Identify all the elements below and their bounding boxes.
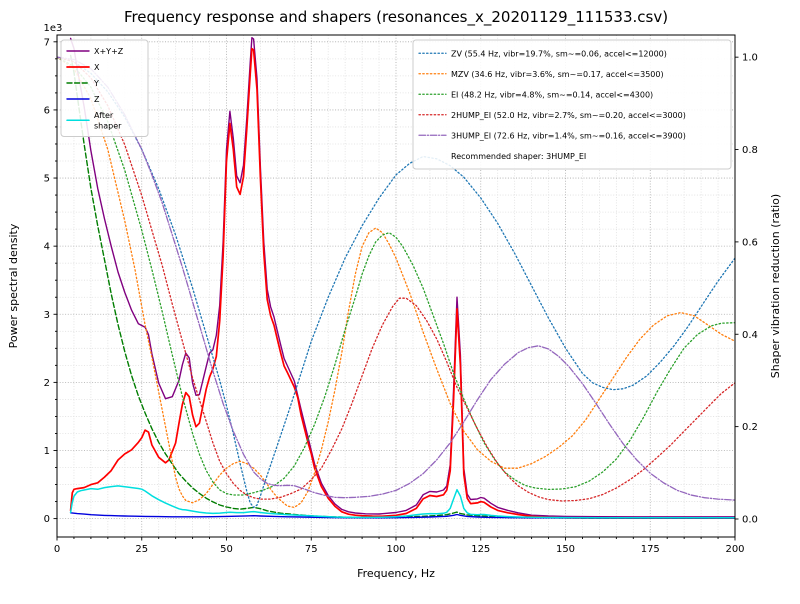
legend-label: 3HUMP_EI (72.6 Hz, vibr=1.4%, sm~=0.16, … — [451, 131, 686, 140]
psd-line-z — [69, 512, 735, 519]
shaper-line-MZV — [57, 56, 735, 509]
x-tick-label: 100 — [386, 544, 405, 555]
left-tick-label: 6 — [44, 105, 50, 116]
legend-label: shaper — [94, 122, 122, 131]
legend-label: 2HUMP_EI (52.0 Hz, vibr=2.7%, sm~=0.20, … — [451, 111, 686, 120]
legend-label: MZV (34.6 Hz, vibr=3.6%, sm~=0.17, accel… — [451, 70, 664, 79]
right-y-axis-label: Shaper vibration reduction (ratio) — [769, 194, 782, 378]
left-tick-label: 0 — [44, 514, 50, 525]
x-tick-label: 25 — [135, 544, 148, 555]
right-tick-label: 0.8 — [742, 145, 758, 156]
legend-label: Z — [94, 95, 100, 104]
psd-line-y — [69, 54, 735, 519]
right-tick-label: 1.0 — [742, 53, 758, 64]
legend-label: X — [94, 63, 100, 72]
x-tick-label: 125 — [471, 544, 490, 555]
chart-title: Frequency response and shapers (resonanc… — [124, 8, 668, 27]
shaper-legend-box — [412, 39, 732, 170]
psd-line-x — [69, 47, 735, 519]
x-tick-label: 0 — [54, 544, 60, 555]
left-y-axis-label: Power spectral density — [7, 223, 20, 348]
shaper-legend: ZV (55.4 Hz, vibr=19.7%, sm~=0.06, accel… — [412, 39, 732, 170]
legend-label: Y — [93, 79, 99, 88]
series-layer — [57, 37, 735, 519]
psd-legend-box — [60, 39, 149, 137]
left-tick-label: 3 — [44, 310, 50, 321]
x-tick-label: 200 — [725, 544, 744, 555]
shaper-line-EI — [57, 56, 735, 496]
psd-line-after_shaper — [69, 485, 735, 519]
psd-legend: X+Y+Z XYZ After shaper — [60, 39, 149, 137]
legend-label: X+Y+Z — [94, 47, 124, 56]
legend-label: EI (48.2 Hz, vibr=4.8%, sm~=0.14, accel<… — [451, 90, 653, 99]
left-tick-label: 4 — [44, 242, 50, 253]
legend-label: Recommended shaper: 3HUMP_EI — [451, 152, 586, 161]
left-tick-label: 2 — [44, 378, 50, 389]
x-tick-label: 75 — [305, 544, 318, 555]
x-tick-label: 150 — [556, 544, 575, 555]
legend-label: After — [94, 111, 114, 120]
right-tick-label: 0.4 — [742, 330, 758, 341]
shaper-line-3HUMP_EI — [57, 56, 735, 501]
x-axis-label: Frequency, Hz — [357, 567, 435, 580]
axes-layer: 0 25 50 75 100 125 150 175 200 0 1 2 3 4 5 6 7 0.0 0.2 0.4 0… — [44, 34, 758, 555]
right-tick-label: 0.6 — [742, 237, 758, 248]
left-tick-label: 5 — [44, 174, 50, 185]
left-tick-label: 7 — [44, 37, 50, 48]
shaper-line-ZV — [57, 56, 735, 509]
left-tick-label: 1 — [44, 446, 50, 457]
x-tick-label: 50 — [220, 544, 233, 555]
legend-layer: X+Y+Z XYZ After shaper ZV (55.4 Hz, vibr=19.… — [60, 39, 732, 170]
legend-label: ZV (55.4 Hz, vibr=19.7%, sm~=0.06, accel… — [451, 49, 667, 58]
right-tick-label: 0.0 — [742, 514, 758, 525]
right-tick-label: 0.2 — [742, 422, 758, 433]
shaper-line-2HUMP_EI — [57, 56, 735, 502]
y-axis-offset-text: 1e3 — [44, 23, 63, 34]
x-tick-label: 175 — [641, 544, 660, 555]
